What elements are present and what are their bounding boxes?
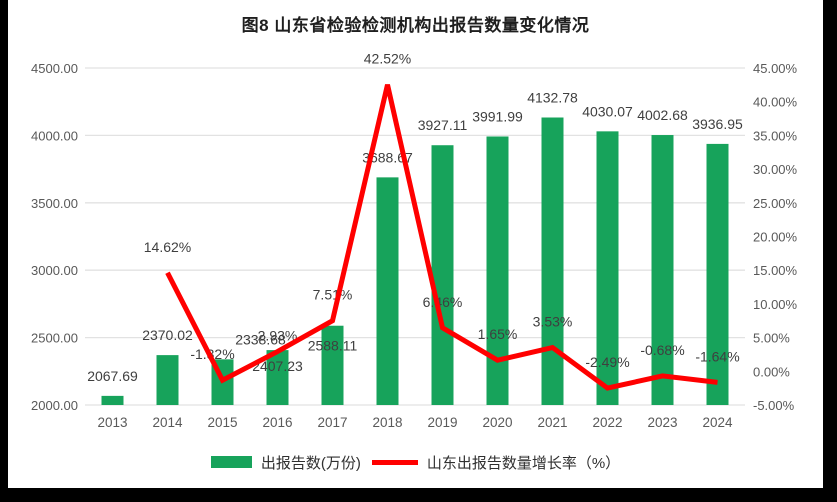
y2-axis-tick: 20.00% bbox=[753, 230, 798, 245]
bar-value-label: 2588.11 bbox=[308, 338, 358, 354]
bar bbox=[376, 177, 399, 405]
y-axis-tick: 3000.00 bbox=[31, 263, 78, 278]
growth-line bbox=[165, 84, 718, 391]
chart-canvas: 2000.00 2500.00 3000.00 3500.00 4000.00 4500.… bbox=[31, 51, 798, 430]
bar-value-label: 3927.11 bbox=[418, 117, 468, 133]
legend: 出报告数(万份) 山东出报告数量增长率（%） bbox=[8, 449, 823, 475]
y-axis-tick: 2500.00 bbox=[31, 331, 78, 346]
line-value-label: -2.49% bbox=[585, 354, 629, 370]
x-axis-label: 2018 bbox=[372, 415, 402, 430]
y2-axis-tick: 35.00% bbox=[753, 128, 798, 143]
y-axis-tick: 4000.00 bbox=[31, 128, 78, 143]
bar-value-label: 4002.68 bbox=[637, 107, 688, 123]
legend-bar-label: 出报告数(万份) bbox=[260, 454, 361, 472]
x-axis-label: 2024 bbox=[702, 415, 733, 430]
y2-axis-tick: 0.00% bbox=[753, 364, 790, 379]
bar-value-label: 3991.99 bbox=[472, 108, 523, 124]
line-value-label: 6.46% bbox=[423, 294, 463, 310]
bar bbox=[431, 145, 454, 405]
x-axis-label: 2017 bbox=[317, 415, 347, 430]
bar-value-label: 4030.07 bbox=[582, 103, 633, 119]
bar bbox=[156, 355, 179, 405]
x-axis-label: 2020 bbox=[482, 415, 512, 430]
bar bbox=[266, 350, 289, 405]
y2-axis-tick: 25.00% bbox=[753, 196, 798, 211]
bar bbox=[706, 143, 729, 405]
bar-value-label: 2067.69 bbox=[87, 368, 138, 384]
x-axis-label: 2021 bbox=[537, 415, 567, 430]
y2-axis-tick: 30.00% bbox=[753, 162, 798, 177]
legend-line-swatch bbox=[371, 459, 418, 465]
bar-value-label: 4132.78 bbox=[527, 90, 578, 106]
bar-value-label: 3936.95 bbox=[692, 116, 743, 132]
x-axis-label: 2019 bbox=[427, 415, 457, 430]
line-value-label: 42.52% bbox=[364, 51, 411, 67]
line-value-label: 14.62% bbox=[144, 239, 191, 255]
bar-value-label: 3688.67 bbox=[362, 149, 413, 165]
y2-axis-tick: 45.00% bbox=[753, 61, 798, 76]
y2-axis-tick: -5.00% bbox=[753, 398, 795, 413]
bar bbox=[486, 136, 509, 406]
legend-line-label: 山东出报告数量增长率（%） bbox=[426, 454, 621, 472]
y2-axis-tick: 5.00% bbox=[753, 331, 790, 346]
y-axis-tick: 2000.00 bbox=[31, 398, 78, 413]
x-axis-label: 2022 bbox=[592, 415, 622, 430]
bar bbox=[101, 395, 124, 405]
y2-axis-tick: 40.00% bbox=[753, 95, 798, 110]
x-axis-label: 2013 bbox=[97, 415, 127, 430]
line-value-label: 7.51% bbox=[313, 287, 353, 303]
bar-value-label: 2407.23 bbox=[252, 358, 303, 374]
bar bbox=[651, 135, 674, 405]
line-value-label: -0.68% bbox=[640, 342, 684, 358]
bar-value-label: 2338.68 bbox=[235, 331, 286, 347]
bar-value-label: 2370.02 bbox=[142, 327, 193, 343]
line-value-label: 2.93% bbox=[258, 328, 298, 344]
line-value-label: 3.53% bbox=[533, 314, 573, 330]
line-value-label: -1.64% bbox=[695, 348, 739, 364]
y2-axis-tick: 10.00% bbox=[753, 297, 798, 312]
x-axis-label: 2014 bbox=[152, 415, 183, 430]
y-axis-tick: 3500.00 bbox=[31, 196, 78, 211]
line-value-label: -1.32% bbox=[190, 346, 234, 362]
y-axis-tick: 4500.00 bbox=[31, 61, 78, 76]
x-axis-label: 2016 bbox=[262, 415, 292, 430]
chart-page: 图8 山东省检验检测机构出报告数量变化情况 2000.00 2500.00 3000… bbox=[8, 0, 823, 488]
x-axis-label: 2023 bbox=[647, 415, 677, 430]
bar bbox=[541, 117, 564, 406]
legend-bar-swatch bbox=[210, 456, 252, 468]
y2-axis-tick: 15.00% bbox=[753, 263, 798, 278]
bar bbox=[321, 325, 344, 405]
bar bbox=[596, 131, 619, 405]
chart-title: 图8 山东省检验检测机构出报告数量变化情况 bbox=[241, 16, 590, 35]
line-value-label: 1.65% bbox=[478, 326, 518, 342]
x-axis-label: 2015 bbox=[207, 415, 237, 430]
